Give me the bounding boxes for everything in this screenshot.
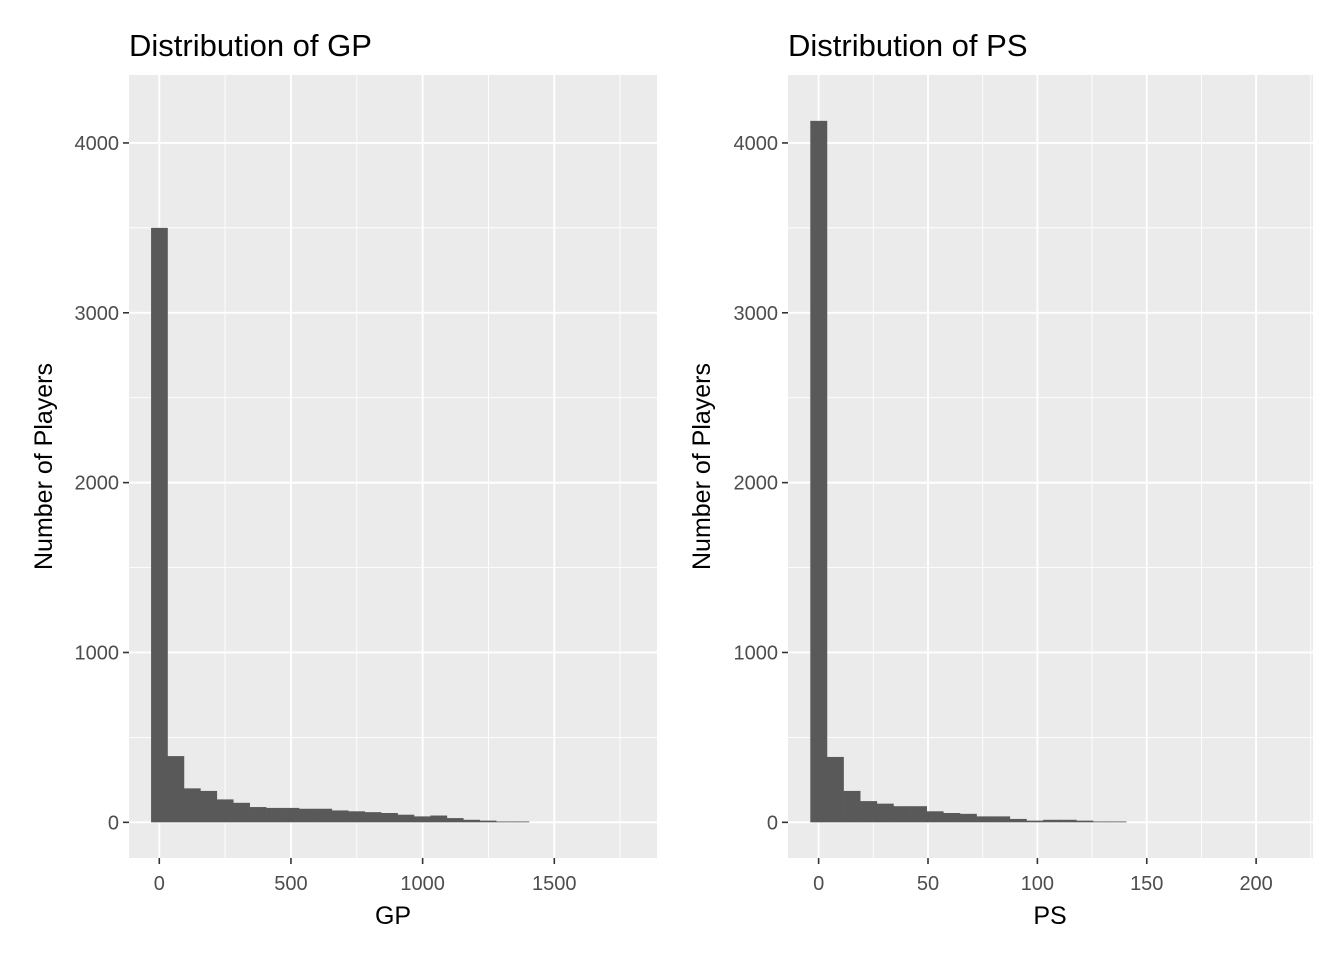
y-tick-label: 2000 [75, 473, 120, 495]
histogram-bar [1026, 820, 1044, 823]
x-axis-title: PS [1033, 902, 1066, 930]
y-tick-label: 0 [767, 812, 778, 834]
histogram-bar [479, 820, 497, 823]
x-tick-label: 100 [1021, 873, 1054, 895]
y-axis-title: Number of Players [30, 363, 58, 570]
chart-title: Distribution of PS [788, 28, 1028, 63]
histogram-bar [364, 812, 382, 823]
histogram-bar [843, 790, 861, 823]
histogram-bar [183, 788, 201, 823]
histogram-bar [266, 807, 283, 823]
x-tick-label: 150 [1130, 873, 1163, 895]
x-tick-label: 1500 [532, 873, 577, 895]
histogram-bar [1043, 819, 1060, 823]
y-tick-label: 4000 [75, 133, 120, 155]
y-tick-label: 3000 [734, 303, 779, 325]
y-tick-label: 2000 [734, 473, 779, 495]
histogram-bar [233, 802, 250, 823]
chart-title: Distribution of GP [129, 28, 372, 63]
histogram-bar [496, 821, 513, 823]
histogram-bar [1092, 821, 1110, 823]
histogram-bar [876, 803, 894, 823]
y-tick-label: 4000 [734, 133, 779, 155]
x-tick-label: 200 [1239, 873, 1272, 895]
histogram-bar [397, 814, 415, 823]
chart-gp-distribution: 0 500 1000 1500 0 1000 2000 3000 4000 Distributio… [30, 28, 657, 930]
histogram-bar [413, 816, 431, 823]
histogram-bar [860, 801, 878, 823]
x-tick-label: 500 [274, 873, 307, 895]
histogram-bar [463, 819, 481, 823]
y-tick-label: 0 [108, 812, 119, 834]
histogram-bar [926, 811, 944, 823]
histogram-bar [1009, 818, 1027, 823]
histogram-bar [331, 810, 349, 823]
histogram-bar [810, 120, 828, 823]
x-tick-label: 1000 [400, 873, 445, 895]
histogram-bar [315, 808, 333, 823]
histogram-bar [893, 806, 911, 823]
histogram-bar [959, 813, 977, 823]
plot-panel [129, 75, 657, 858]
histogram-bar [167, 756, 185, 823]
y-tick-label: 3000 [75, 303, 120, 325]
histogram-bar [348, 811, 365, 823]
x-axis-title: GP [375, 902, 411, 930]
y-tick-label: 1000 [734, 642, 779, 664]
histogram-bar [1109, 821, 1127, 823]
histogram-bar [512, 821, 530, 823]
histogram-bar [1076, 820, 1094, 823]
histogram-bar [151, 227, 168, 823]
histogram-bar [216, 799, 234, 823]
histogram-bar [298, 808, 316, 823]
histogram-bar [1059, 819, 1077, 823]
histogram-bar [249, 807, 267, 823]
plot-panel [788, 75, 1313, 858]
y-tick-label: 1000 [75, 642, 120, 664]
histogram-bar [993, 816, 1011, 823]
histogram-bar [282, 807, 300, 823]
histogram-bar [826, 756, 844, 823]
histogram-bar [200, 790, 218, 823]
histogram-bar [943, 812, 961, 823]
x-tick-label: 0 [813, 873, 824, 895]
y-axis-title: Number of Players [688, 363, 716, 570]
chart-ps-distribution: 0 50 100 150 20001000200030004000Distributio… [688, 28, 1313, 930]
histogram-bar [976, 816, 994, 823]
histogram-bar [446, 818, 464, 823]
histogram-bar [430, 815, 448, 823]
x-tick-label: 50 [917, 873, 939, 895]
histogram-bar [381, 812, 398, 823]
histogram-bar [910, 806, 927, 823]
x-tick-label: 0 [154, 873, 165, 895]
